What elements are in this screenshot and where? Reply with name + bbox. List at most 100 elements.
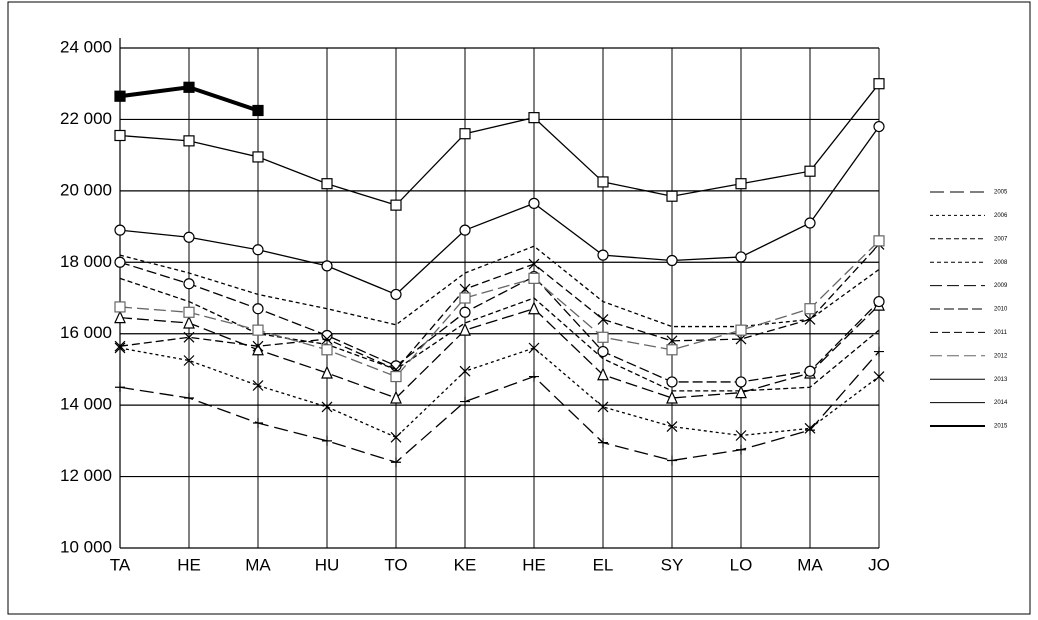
marker <box>252 244 264 256</box>
y-tick-label: 14 000 <box>60 395 112 414</box>
marker <box>529 371 539 382</box>
marker <box>735 385 747 399</box>
y-tick-label: 10 000 <box>60 537 112 556</box>
marker <box>459 306 471 318</box>
legend-label: 2005 <box>994 190 1008 196</box>
marker <box>666 190 678 202</box>
marker <box>597 345 609 358</box>
marker <box>183 231 195 243</box>
marker <box>391 457 401 468</box>
marker <box>252 324 264 336</box>
marker <box>252 303 264 315</box>
legend-label: 2015 <box>994 424 1008 430</box>
marker <box>114 342 126 354</box>
marker <box>390 288 402 301</box>
x-tick-label: HE <box>522 555 546 574</box>
marker <box>528 112 540 124</box>
marker <box>321 401 333 413</box>
marker <box>183 135 195 147</box>
marker <box>873 371 885 382</box>
marker <box>459 322 471 336</box>
marker <box>114 129 126 142</box>
y-tick-label: 18 000 <box>60 252 112 271</box>
marker <box>873 78 885 90</box>
marker <box>736 444 746 455</box>
series-line <box>119 347 880 439</box>
marker <box>805 425 815 436</box>
series-line <box>119 126 880 296</box>
legend-label: 2013 <box>994 377 1008 383</box>
marker <box>597 367 609 381</box>
marker <box>321 260 333 272</box>
marker <box>735 430 747 441</box>
marker <box>459 128 471 140</box>
marker <box>528 301 540 315</box>
marker <box>183 315 195 329</box>
marker <box>598 437 608 448</box>
marker <box>321 329 333 342</box>
marker <box>804 365 816 377</box>
marker <box>804 217 816 229</box>
series-line <box>119 240 880 378</box>
series-line <box>119 277 880 392</box>
x-tick-label: TO <box>384 555 407 574</box>
marker <box>735 251 747 263</box>
marker <box>873 295 885 308</box>
marker <box>115 382 125 393</box>
series-line <box>119 243 880 371</box>
x-tick-label: HU <box>315 555 340 574</box>
marker <box>183 278 195 290</box>
marker <box>252 151 264 163</box>
marker <box>114 301 126 313</box>
marker <box>804 314 816 325</box>
x-tick-label: TA <box>110 555 131 574</box>
marker <box>253 418 263 428</box>
y-tick-label: 20 000 <box>60 180 112 199</box>
marker <box>528 342 540 354</box>
marker <box>666 376 678 388</box>
marker <box>735 324 747 336</box>
marker <box>114 256 126 268</box>
marker <box>804 422 816 434</box>
marker <box>528 197 540 209</box>
y-tick-label: 22 000 <box>60 109 112 128</box>
marker <box>390 370 402 383</box>
chart-border <box>7 1 1031 615</box>
legend-label: 2009 <box>994 283 1008 289</box>
y-tick-label: 24 000 <box>60 37 112 56</box>
marker <box>804 303 816 315</box>
marker <box>321 178 333 190</box>
x-tick-label: KE <box>454 555 477 574</box>
marker <box>114 224 126 236</box>
marker <box>321 344 333 356</box>
legend-label: 2008 <box>994 260 1008 266</box>
legend-label: 2006 <box>994 213 1008 219</box>
marker <box>183 306 195 318</box>
x-tick-label: EL <box>593 555 614 574</box>
series-line <box>119 245 880 328</box>
marker <box>528 272 540 284</box>
marker <box>666 254 678 267</box>
marker <box>114 90 126 102</box>
marker <box>322 435 332 446</box>
marker <box>321 365 333 379</box>
marker <box>874 346 884 357</box>
marker <box>184 393 194 403</box>
marker <box>183 81 195 93</box>
marker <box>873 235 885 247</box>
marker <box>252 104 264 117</box>
marker <box>873 120 885 133</box>
marker <box>390 199 402 211</box>
marker <box>666 344 678 356</box>
marker <box>459 224 471 236</box>
marker <box>459 292 471 304</box>
x-tick-label: SY <box>661 555 684 574</box>
series-line <box>119 351 880 464</box>
legend-label: 2007 <box>994 236 1008 242</box>
marker <box>597 331 609 343</box>
marker <box>114 310 126 324</box>
marker <box>735 178 747 190</box>
y-tick-label: 12 000 <box>60 466 112 485</box>
marker <box>667 455 677 466</box>
